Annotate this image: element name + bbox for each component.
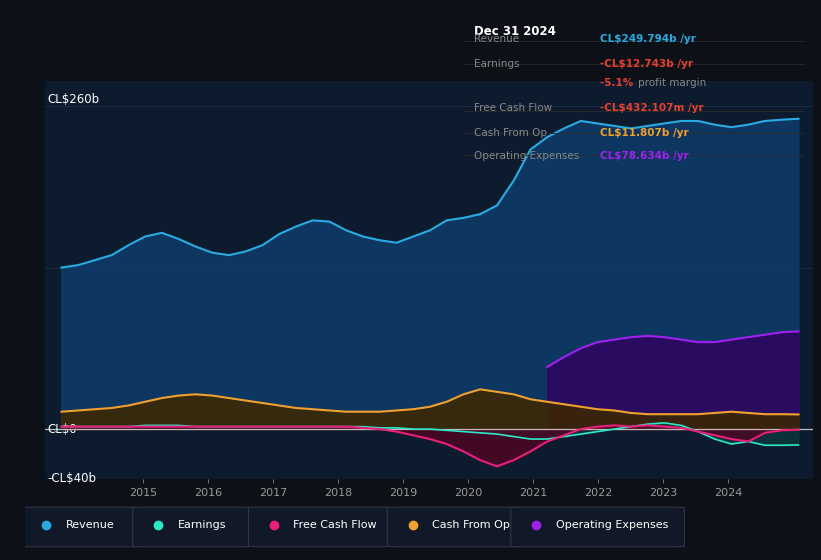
Text: Cash From Op: Cash From Op bbox=[474, 128, 547, 138]
Text: Earnings: Earnings bbox=[177, 520, 226, 530]
Text: Free Cash Flow: Free Cash Flow bbox=[474, 103, 553, 113]
FancyBboxPatch shape bbox=[511, 507, 685, 547]
Text: -CL$40b: -CL$40b bbox=[48, 472, 96, 486]
FancyBboxPatch shape bbox=[249, 507, 392, 547]
Text: Earnings: Earnings bbox=[474, 59, 520, 69]
Text: Operating Expenses: Operating Expenses bbox=[474, 151, 580, 161]
Text: Cash From Op: Cash From Op bbox=[432, 520, 510, 530]
Text: Dec 31 2024: Dec 31 2024 bbox=[474, 25, 556, 38]
Text: CL$249.794b /yr: CL$249.794b /yr bbox=[600, 34, 696, 44]
Text: Revenue: Revenue bbox=[474, 34, 519, 44]
FancyBboxPatch shape bbox=[133, 507, 252, 547]
Text: -CL$432.107m /yr: -CL$432.107m /yr bbox=[600, 103, 704, 113]
Text: CL$78.634b /yr: CL$78.634b /yr bbox=[600, 151, 689, 161]
Text: CL$260b: CL$260b bbox=[48, 93, 99, 106]
Text: profit margin: profit margin bbox=[638, 78, 706, 88]
Text: -CL$12.743b /yr: -CL$12.743b /yr bbox=[600, 59, 693, 69]
Text: CL$11.807b /yr: CL$11.807b /yr bbox=[600, 128, 689, 138]
Text: Revenue: Revenue bbox=[66, 520, 114, 530]
Text: Operating Expenses: Operating Expenses bbox=[556, 520, 668, 530]
FancyBboxPatch shape bbox=[21, 507, 140, 547]
Text: -5.1%: -5.1% bbox=[600, 78, 637, 88]
Text: CL$0: CL$0 bbox=[48, 423, 77, 436]
FancyBboxPatch shape bbox=[388, 507, 522, 547]
Text: Free Cash Flow: Free Cash Flow bbox=[293, 520, 377, 530]
